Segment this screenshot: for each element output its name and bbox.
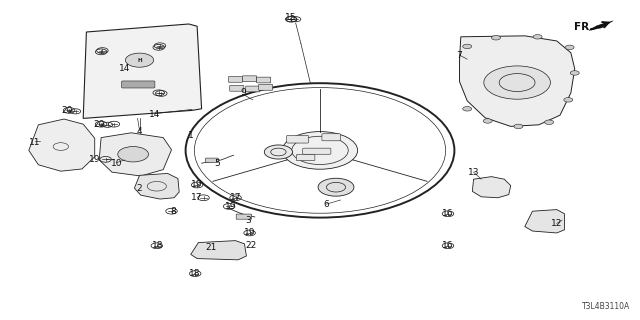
FancyBboxPatch shape xyxy=(122,81,155,88)
Text: 17: 17 xyxy=(191,193,203,202)
Circle shape xyxy=(564,98,573,102)
Polygon shape xyxy=(29,119,95,171)
Circle shape xyxy=(125,53,154,67)
Text: 9: 9 xyxy=(241,88,246,97)
Text: 19: 19 xyxy=(89,155,100,164)
Text: 5: 5 xyxy=(215,159,220,168)
Circle shape xyxy=(282,132,358,169)
Text: 3: 3 xyxy=(246,216,251,225)
Text: 16: 16 xyxy=(442,241,454,250)
Circle shape xyxy=(483,119,492,123)
Circle shape xyxy=(570,71,579,75)
Text: 18: 18 xyxy=(152,241,163,250)
Circle shape xyxy=(463,44,472,49)
Polygon shape xyxy=(460,36,575,126)
Text: 18: 18 xyxy=(189,269,201,278)
Text: 1: 1 xyxy=(188,132,193,140)
FancyBboxPatch shape xyxy=(259,84,273,90)
Polygon shape xyxy=(99,133,172,176)
Text: T3L4B3110A: T3L4B3110A xyxy=(582,302,630,311)
Text: 12: 12 xyxy=(551,220,563,228)
FancyBboxPatch shape xyxy=(287,135,308,143)
FancyBboxPatch shape xyxy=(246,86,260,92)
Circle shape xyxy=(565,45,574,50)
Text: 19: 19 xyxy=(191,180,203,189)
Circle shape xyxy=(533,35,542,39)
Text: 16: 16 xyxy=(442,209,454,218)
Text: 15: 15 xyxy=(285,13,297,22)
Text: 8: 8 xyxy=(170,207,175,216)
Text: FR.: FR. xyxy=(574,22,593,32)
Circle shape xyxy=(514,124,523,129)
FancyBboxPatch shape xyxy=(205,158,218,163)
Text: 17: 17 xyxy=(230,193,241,202)
Text: 2: 2 xyxy=(137,184,142,193)
Text: 4: 4 xyxy=(137,127,142,136)
Circle shape xyxy=(492,36,500,40)
FancyBboxPatch shape xyxy=(230,85,244,91)
Circle shape xyxy=(545,120,554,124)
Text: 6: 6 xyxy=(324,200,329,209)
Text: 22: 22 xyxy=(245,241,257,250)
Polygon shape xyxy=(525,210,564,233)
Circle shape xyxy=(118,147,148,162)
Text: H: H xyxy=(137,58,142,63)
Circle shape xyxy=(264,145,292,159)
Text: 19: 19 xyxy=(244,228,255,237)
Text: 20: 20 xyxy=(93,120,105,129)
Text: 10: 10 xyxy=(111,159,122,168)
FancyBboxPatch shape xyxy=(236,214,252,219)
Circle shape xyxy=(463,107,472,111)
Polygon shape xyxy=(83,24,202,118)
Polygon shape xyxy=(589,21,613,30)
Text: 19: 19 xyxy=(225,202,236,211)
FancyBboxPatch shape xyxy=(228,76,243,82)
Text: 14: 14 xyxy=(119,64,131,73)
FancyBboxPatch shape xyxy=(296,155,315,161)
Text: 13: 13 xyxy=(468,168,479,177)
Text: 11: 11 xyxy=(29,138,41,147)
Polygon shape xyxy=(472,177,511,198)
FancyBboxPatch shape xyxy=(243,76,257,82)
Text: 7: 7 xyxy=(457,52,462,60)
Text: 21: 21 xyxy=(205,244,217,252)
Circle shape xyxy=(484,66,550,99)
FancyBboxPatch shape xyxy=(257,77,271,83)
FancyBboxPatch shape xyxy=(322,134,340,141)
Text: 20: 20 xyxy=(61,106,73,115)
Text: 14: 14 xyxy=(149,110,161,119)
Circle shape xyxy=(318,178,354,196)
Polygon shape xyxy=(191,241,246,260)
FancyBboxPatch shape xyxy=(303,148,331,154)
Polygon shape xyxy=(134,173,179,199)
